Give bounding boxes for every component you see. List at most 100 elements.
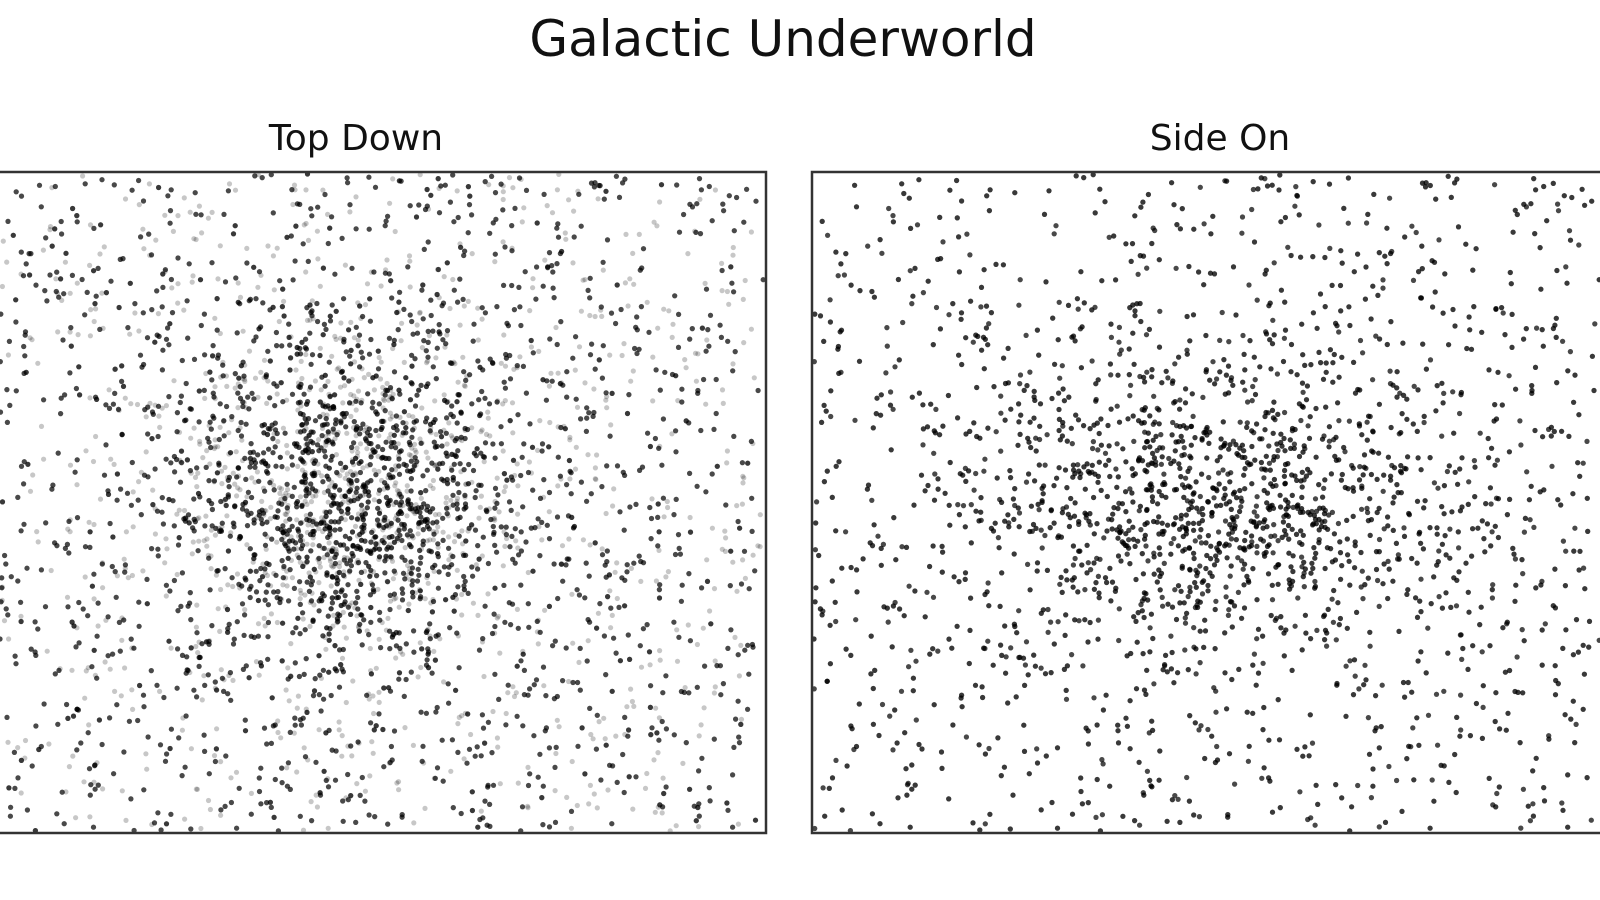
point: [588, 731, 594, 738]
point: [336, 564, 342, 570]
point: [629, 698, 636, 705]
point: [572, 466, 579, 472]
point: [585, 638, 591, 644]
point: [376, 636, 382, 642]
point: [719, 387, 726, 393]
point: [448, 552, 454, 558]
point: [134, 401, 141, 408]
point: [204, 448, 210, 454]
point: [82, 574, 88, 580]
point: [226, 181, 233, 187]
point: [457, 322, 463, 328]
point: [496, 509, 502, 515]
point: [506, 175, 513, 181]
point: [380, 396, 386, 402]
point: [188, 435, 194, 441]
point: [247, 456, 253, 462]
figure-title: Galactic Underworld: [0, 10, 1566, 68]
point: [199, 697, 205, 703]
point: [334, 570, 340, 576]
point: [284, 450, 290, 456]
point: [403, 573, 409, 579]
point: [535, 447, 541, 453]
point: [353, 472, 359, 478]
point: [38, 423, 45, 429]
point: [234, 493, 240, 499]
point: [355, 343, 362, 349]
point: [230, 583, 236, 590]
point: [246, 348, 253, 354]
point: [501, 529, 507, 535]
point: [511, 472, 518, 479]
point: [351, 359, 358, 365]
point: [315, 556, 321, 563]
point: [451, 539, 458, 545]
point: [286, 698, 292, 704]
point: [6, 636, 12, 642]
point: [225, 582, 231, 588]
point: [324, 571, 330, 577]
point: [64, 594, 71, 600]
point: [289, 575, 295, 581]
point: [547, 419, 553, 426]
point: [487, 433, 493, 439]
point: [469, 251, 475, 257]
point: [288, 334, 294, 340]
point: [15, 745, 21, 751]
point: [505, 690, 511, 696]
point: [256, 672, 262, 678]
point: [346, 497, 352, 503]
point: [389, 394, 395, 401]
point: [349, 753, 355, 759]
point: [462, 494, 468, 500]
point: [317, 564, 323, 570]
point: [494, 475, 500, 481]
point: [301, 222, 307, 228]
point: [254, 515, 260, 521]
point: [492, 517, 498, 523]
point: [603, 510, 609, 517]
point: [112, 688, 118, 695]
point: [215, 606, 221, 612]
point: [366, 691, 372, 697]
point: [361, 427, 368, 433]
point: [368, 451, 374, 458]
point: [571, 208, 577, 214]
point: [613, 733, 619, 739]
point: [163, 536, 169, 542]
point: [517, 354, 523, 360]
point: [196, 538, 202, 544]
point: [261, 512, 267, 518]
point: [587, 312, 593, 319]
point: [328, 583, 334, 589]
point: [544, 203, 550, 209]
point: [352, 605, 358, 611]
point: [534, 629, 541, 635]
point: [300, 538, 306, 544]
point: [436, 185, 442, 191]
point: [212, 444, 218, 450]
point: [582, 380, 588, 386]
point: [669, 334, 675, 340]
point: [262, 623, 268, 629]
point: [660, 775, 666, 781]
point: [201, 538, 207, 544]
point: [647, 662, 653, 668]
point: [600, 267, 606, 273]
point: [424, 358, 431, 364]
point: [342, 383, 348, 389]
point: [366, 371, 372, 377]
point: [108, 456, 114, 462]
point: [614, 595, 620, 602]
point: [228, 775, 234, 781]
point: [278, 596, 285, 602]
point: [111, 461, 117, 467]
point: [268, 611, 274, 617]
point: [513, 690, 519, 696]
point: [259, 498, 265, 504]
point: [255, 284, 261, 290]
point: [375, 541, 381, 547]
point: [284, 765, 290, 771]
point: [457, 241, 463, 247]
point: [226, 451, 232, 457]
